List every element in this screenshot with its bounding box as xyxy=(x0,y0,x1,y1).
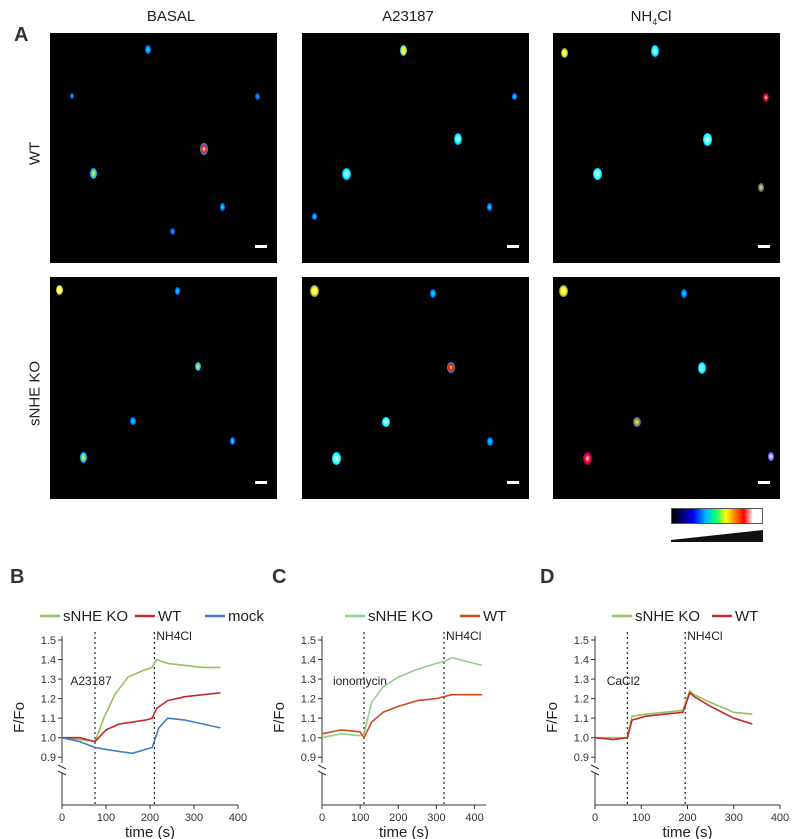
y-tick-label: 1.0 xyxy=(41,733,56,745)
y-axis-label: F/Fo xyxy=(544,702,561,733)
panel-label-d: D xyxy=(540,566,555,588)
panel-label-a: A xyxy=(14,24,29,46)
y-tick-label: 1.5 xyxy=(301,635,316,647)
y-tick-label: 1.1 xyxy=(301,713,316,725)
stimulus-label: NH4Cl xyxy=(446,629,481,643)
y-tick-label: 1.4 xyxy=(301,655,316,667)
row-label-snhe-ko: sNHE KO xyxy=(26,361,44,427)
legend-label: WT xyxy=(158,608,181,625)
micrograph-wt-nh4cl xyxy=(553,33,780,263)
micrograph-ko-nh4cl xyxy=(553,277,780,499)
panel-label-b: B xyxy=(10,566,25,588)
stimulus-label: CaCl2 xyxy=(607,674,641,688)
y-tick-label: 0.9 xyxy=(41,752,56,764)
y-tick-label: 1.1 xyxy=(574,713,589,725)
x-tick-label: 200 xyxy=(678,812,696,824)
y-tick-label: 1.2 xyxy=(574,694,589,706)
x-tick-label: 0 xyxy=(59,812,65,824)
y-tick-label: 1.3 xyxy=(574,674,589,686)
micrograph-ko-a23187 xyxy=(302,277,529,499)
x-tick-label: 300 xyxy=(427,812,445,824)
column-title-basal: BASAL xyxy=(146,8,196,25)
legend-label: sNHE KO xyxy=(635,608,700,625)
y-tick-label: 1.2 xyxy=(301,694,316,706)
legend-label: WT xyxy=(483,608,506,625)
axis-break-mark xyxy=(317,764,327,770)
y-tick-label: 1.0 xyxy=(301,733,316,745)
x-tick-label: 100 xyxy=(351,812,369,824)
series-line-wt xyxy=(321,693,483,739)
micrograph-wt-basal xyxy=(50,33,277,263)
y-tick-label: 1.5 xyxy=(574,635,589,647)
x-tick-label: 400 xyxy=(229,812,247,824)
y-tick-label: 1.4 xyxy=(574,655,589,667)
axis-break-mark xyxy=(590,764,600,770)
chart-c: 0.9 1.0 1.1 1.2 1.3 1.4 1.5 0 100 200 300 400 time (… xyxy=(271,608,506,839)
x-tick-label: 400 xyxy=(465,812,483,824)
series-line-snhe-ko xyxy=(595,690,753,739)
x-tick-label: 100 xyxy=(632,812,650,824)
column-title-a23187: A23187 xyxy=(382,8,434,25)
chart-b: 0.9 1.0 1.1 1.2 1.3 1.4 1.5 0 100 200 300 400 time (… xyxy=(11,608,264,839)
legend-label: sNHE KO xyxy=(368,608,433,625)
series-line-wt xyxy=(62,692,221,743)
y-tick-label: 1.4 xyxy=(41,655,56,667)
y-tick-label: 1.0 xyxy=(574,733,589,745)
x-tick-label: 100 xyxy=(97,812,115,824)
x-axis-label: time (s) xyxy=(125,824,175,839)
row-label-wt: WT xyxy=(26,141,44,166)
stimulus-label: A23187 xyxy=(70,674,112,688)
y-tick-label: 0.9 xyxy=(301,752,316,764)
x-tick-label: 300 xyxy=(725,812,743,824)
intensity-colorbar xyxy=(671,508,763,524)
legend-label: sNHE KO xyxy=(63,608,128,625)
x-axis-label: time (s) xyxy=(379,824,429,839)
axis-break-mark xyxy=(590,770,600,776)
series-line-wt xyxy=(594,692,753,741)
stimulus-label: NH4Cl xyxy=(156,629,191,643)
micrograph-ko-basal xyxy=(50,277,277,499)
x-tick-label: 0 xyxy=(319,812,325,824)
micrograph-wt-a23187 xyxy=(302,33,529,263)
series-line-snhe-ko xyxy=(321,656,483,739)
y-axis-label: F/Fo xyxy=(11,702,28,733)
legend-label: WT xyxy=(735,608,758,625)
axis-break-mark xyxy=(57,770,67,776)
x-axis-label: time (s) xyxy=(663,824,713,839)
y-tick-label: 1.3 xyxy=(301,674,316,686)
axis-break-mark xyxy=(317,770,327,776)
x-tick-label: 200 xyxy=(389,812,407,824)
legend-label: mock xyxy=(228,608,264,625)
intensity-ramp xyxy=(671,530,763,542)
y-axis-label: F/Fo xyxy=(271,702,288,733)
column-title-nh4cl: NH4Cl xyxy=(630,8,672,27)
series-line-snhe-ko xyxy=(61,658,221,743)
y-tick-label: 1.1 xyxy=(41,713,56,725)
y-tick-label: 1.5 xyxy=(41,635,56,647)
stimulus-label: NH4Cl xyxy=(687,629,722,643)
y-tick-label: 0.9 xyxy=(574,752,589,764)
chart-d: 0.9 1.0 1.1 1.2 1.3 1.4 1.5 0 100 200 300 400 time (… xyxy=(544,608,789,839)
y-tick-label: 1.2 xyxy=(41,694,56,706)
panel-label-c: C xyxy=(272,566,287,588)
x-tick-label: 300 xyxy=(185,812,203,824)
x-tick-label: 0 xyxy=(592,812,598,824)
stimulus-label: ionomycin xyxy=(333,674,387,688)
y-tick-label: 1.3 xyxy=(41,674,56,686)
series-line-mock xyxy=(61,717,221,755)
x-tick-label: 200 xyxy=(141,812,159,824)
x-tick-label: 400 xyxy=(771,812,789,824)
axis-break-mark xyxy=(57,764,67,770)
